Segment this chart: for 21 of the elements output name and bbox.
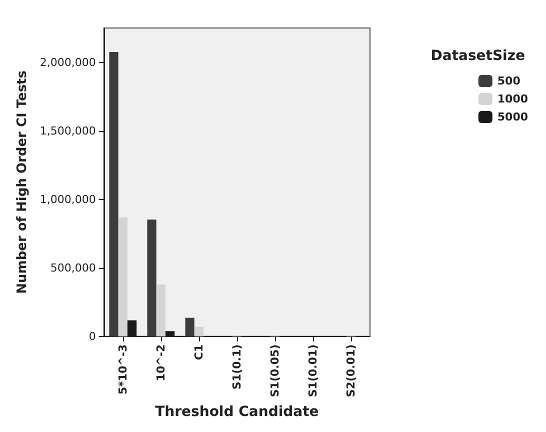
y-axis-title: Number of High Order CI Tests: [15, 70, 30, 294]
y-tick-label: 1,500,000: [40, 124, 96, 138]
bar: [156, 284, 166, 336]
x-tick-label: C1: [192, 344, 206, 360]
bar: [118, 217, 128, 336]
x-tick-label: S1(0.05): [268, 344, 282, 398]
bar: [194, 326, 204, 336]
x-tick-label: S2(0.01): [344, 344, 358, 398]
x-tick-label: S1(0.1): [230, 344, 244, 390]
legend-label: 5000: [497, 110, 528, 124]
legend-title: DatasetSize: [430, 48, 526, 64]
x-tick-label: S1(0.01): [306, 344, 320, 398]
y-tick-label: 1,000,000: [40, 192, 96, 206]
y-tick-label: 2,000,000: [40, 56, 96, 69]
y-tick-label: 500,000: [50, 261, 96, 274]
legend-label: 1000: [497, 92, 528, 106]
x-tick-label: 10^-2: [154, 344, 168, 382]
x-axis-title: Threshold Candidate: [155, 404, 319, 420]
x-tick-label: 5*10^-3: [116, 344, 130, 394]
legend-label: 500: [497, 74, 521, 88]
y-tick-label: 0: [88, 330, 96, 343]
